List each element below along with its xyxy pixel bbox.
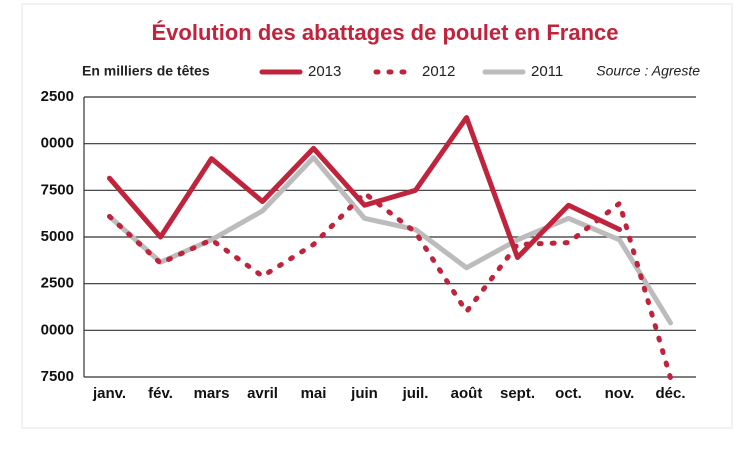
y-tick-label: 2500: [41, 88, 74, 105]
series-line: [107, 115, 622, 261]
chart-title: Évolution des abattages de poulet en Fra…: [152, 20, 619, 45]
x-tick-label: juin: [350, 385, 378, 402]
x-tick-label: mars: [194, 385, 230, 402]
x-tick-label: déc.: [655, 385, 685, 402]
x-tick-label: oct.: [555, 385, 582, 402]
x-tick-label: mai: [301, 385, 327, 402]
x-tick-label: avril: [247, 385, 278, 402]
y-tick-label: 2500: [41, 275, 74, 292]
y-tick-label: 0000: [41, 321, 74, 338]
x-tick-label: nov.: [605, 385, 635, 402]
y-tick-label: 7500: [41, 181, 74, 198]
x-tick-label: fév.: [148, 385, 173, 402]
y-tick-label: 0000: [41, 135, 74, 152]
x-tick-label: juil.: [402, 385, 429, 402]
subtitle: En milliers de têtes: [82, 63, 210, 79]
y-tick-label: 5000: [41, 228, 74, 245]
series-line: [107, 190, 673, 381]
legend-label: 2013: [308, 63, 341, 80]
x-tick-label: août: [451, 385, 483, 402]
legend-label: 2011: [531, 63, 563, 80]
source: Source : Agreste: [596, 63, 700, 79]
legend-label: 2012: [422, 63, 455, 80]
x-tick-label: sept.: [500, 385, 535, 402]
y-tick-label: 7500: [41, 368, 74, 385]
x-tick-label: janv.: [92, 385, 126, 402]
